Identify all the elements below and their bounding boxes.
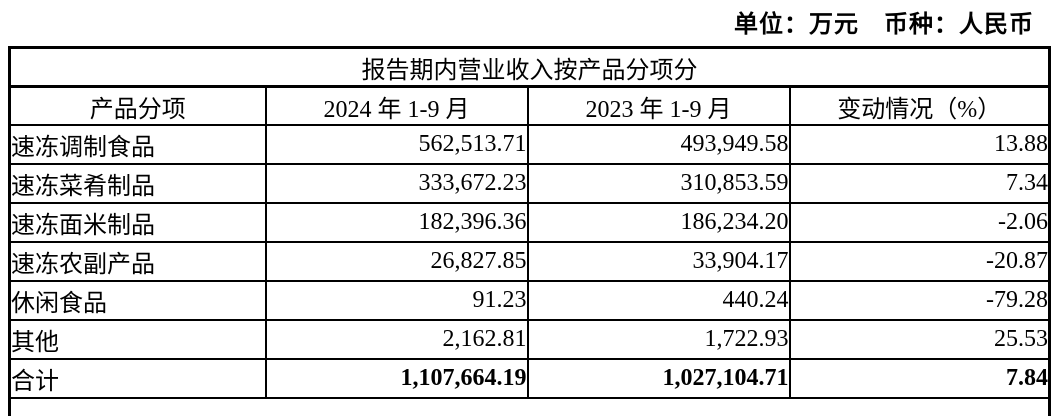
value-2023: 33,904.17 [526, 241, 791, 282]
value-2023: 310,853.59 [526, 163, 791, 204]
value-2023: 440.24 [526, 280, 791, 321]
col-header-2023: 2023 年 1-9 月 [526, 85, 791, 126]
value-2023: 1,722.93 [526, 319, 791, 360]
empty-cell [8, 397, 1051, 416]
product-name: 速冻农副产品 [8, 241, 267, 282]
table-header-row: 产品分项 2024 年 1-9 月 2023 年 1-9 月 变动情况（%） [8, 85, 1051, 126]
col-header-change: 变动情况（%） [788, 85, 1051, 126]
value-2024: 2,162.81 [264, 319, 529, 360]
product-name: 休闲食品 [8, 280, 267, 321]
value-2024: 91.23 [264, 280, 529, 321]
table-row-frozen-agricultural-products: 速冻农副产品 26,827.85 33,904.17 -20.87 [8, 241, 1051, 282]
table-row-leisure-food: 休闲食品 91.23 440.24 -79.28 [8, 280, 1051, 321]
col-header-product: 产品分项 [8, 85, 267, 126]
table-row-other: 其他 2,162.81 1,722.93 25.53 [8, 319, 1051, 360]
product-name: 速冻面米制品 [8, 202, 267, 243]
product-name: 速冻菜肴制品 [8, 163, 267, 204]
table-row-total: 合计 1,107,664.19 1,027,104.71 7.84 [8, 358, 1051, 399]
table-title-row: 报告期内营业收入按产品分项分 [8, 46, 1051, 88]
value-change: 13.88 [788, 124, 1051, 165]
revenue-by-product-table: 报告期内营业收入按产品分项分 产品分项 2024 年 1-9 月 2023 年 … [8, 46, 1051, 416]
total-2023: 1,027,104.71 [526, 358, 791, 399]
value-2024: 182,396.36 [264, 202, 529, 243]
value-change: -2.06 [788, 202, 1051, 243]
table-row-frozen-dish-products: 速冻菜肴制品 333,672.23 310,853.59 7.34 [8, 163, 1051, 204]
col-header-2024: 2024 年 1-9 月 [264, 85, 529, 126]
value-2024: 26,827.85 [264, 241, 529, 282]
value-change: 7.34 [788, 163, 1051, 204]
product-name: 速冻调制食品 [8, 124, 267, 165]
total-change: 7.84 [788, 358, 1051, 399]
table-row-frozen-rice-flour-products: 速冻面米制品 182,396.36 186,234.20 -2.06 [8, 202, 1051, 243]
value-2024: 562,513.71 [264, 124, 529, 165]
unit-currency-note: 单位：万元 币种：人民币 [734, 12, 1034, 38]
total-label: 合计 [8, 358, 267, 399]
next-row-clipped [8, 397, 1051, 416]
total-2024: 1,107,664.19 [264, 358, 529, 399]
value-change: -20.87 [788, 241, 1051, 282]
value-2023: 493,949.58 [526, 124, 791, 165]
value-2024: 333,672.23 [264, 163, 529, 204]
value-change: 25.53 [788, 319, 1051, 360]
value-change: -79.28 [788, 280, 1051, 321]
value-2023: 186,234.20 [526, 202, 791, 243]
table-title: 报告期内营业收入按产品分项分 [8, 46, 1051, 88]
product-name: 其他 [8, 319, 267, 360]
table-row-frozen-prepared-food: 速冻调制食品 562,513.71 493,949.58 13.88 [8, 124, 1051, 165]
